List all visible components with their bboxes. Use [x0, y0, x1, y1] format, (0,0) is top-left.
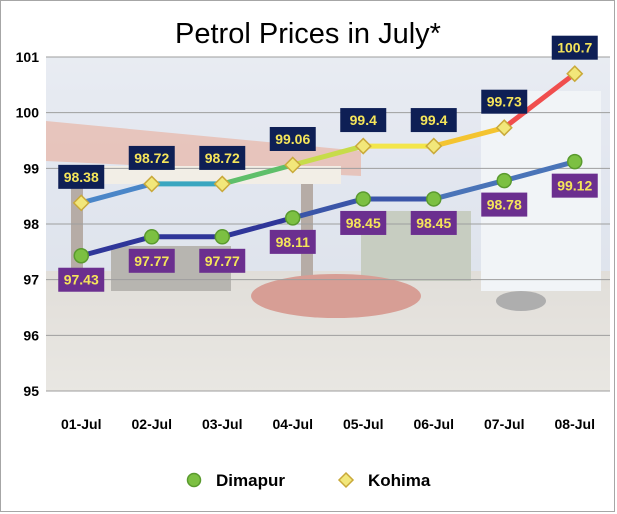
- data-label-box: [340, 108, 387, 133]
- data-label-box: [128, 248, 175, 273]
- data-label-kohima: 99.4: [350, 112, 377, 128]
- x-axis: 01-Jul 02-Jul 03-Jul 04-Jul 05-Jul 06-Jul 07-J…: [61, 416, 595, 432]
- point-kohima: [425, 137, 443, 155]
- data-label-kohima: 98.38: [64, 169, 99, 185]
- series-line-segment-kohima: [501, 71, 578, 131]
- legend: Dimapur Kohima: [175, 471, 431, 490]
- point-kohima: [495, 119, 513, 137]
- x-tick-label: 01-Jul: [61, 416, 101, 432]
- series-markers: [72, 65, 584, 264]
- point-kohima: [213, 175, 231, 193]
- data-label-dimapur: 98.11: [276, 234, 310, 250]
- series-line-segment-dimapur: [290, 196, 366, 221]
- point-dimapur: [214, 229, 230, 245]
- x-tick-label: 08-Jul: [555, 416, 595, 432]
- series-line-segment-kohima: [219, 162, 296, 187]
- x-tick-label: 06-Jul: [414, 416, 454, 432]
- legend-label-dimapur: Dimapur: [216, 471, 285, 490]
- series-line-segment-kohima: [78, 181, 155, 206]
- y-axis: 95 96 97 98 99 100 101: [16, 49, 40, 399]
- x-tick-label: 05-Jul: [343, 416, 383, 432]
- data-label-box: [269, 229, 316, 254]
- data-label-dimapur: 98.45: [416, 215, 451, 231]
- series-line-segment-dimapur: [501, 159, 578, 184]
- series-line-segment-dimapur: [78, 234, 155, 259]
- data-label-box: [199, 145, 246, 170]
- series-lines: [78, 71, 578, 259]
- data-label-dimapur: 99.12: [557, 178, 592, 194]
- series-line-segment-dimapur: [431, 178, 507, 202]
- point-dimapur: [73, 247, 89, 264]
- chart-title: Petrol Prices in July*: [175, 18, 441, 50]
- data-label-dimapur: 97.77: [134, 253, 169, 269]
- y-tick-label: 97: [23, 272, 39, 288]
- point-kohima: [284, 156, 302, 174]
- point-dimapur: [567, 153, 583, 170]
- x-tick-label: 04-Jul: [273, 416, 313, 432]
- y-tick-label: 96: [23, 327, 39, 343]
- point-kohima: [72, 194, 90, 212]
- series-line-segment-kohima: [431, 125, 507, 149]
- data-label-dimapur: 97.77: [205, 253, 240, 269]
- data-label-box: [58, 164, 105, 189]
- data-label-kohima: 99.73: [487, 94, 522, 110]
- y-tick-label: 101: [16, 49, 40, 65]
- x-tick-label: 02-Jul: [132, 416, 172, 432]
- point-dimapur: [426, 191, 442, 207]
- data-label-kohima: 98.72: [205, 150, 240, 166]
- legend-marker: [337, 471, 355, 489]
- data-label-box: [269, 126, 316, 151]
- legend-label-kohima: Kohima: [368, 471, 431, 490]
- point-kohima: [143, 175, 161, 193]
- data-label-kohima: 99.4: [420, 112, 447, 128]
- x-tick-label: 07-Jul: [484, 416, 524, 432]
- x-tick-label: 03-Jul: [202, 416, 242, 432]
- data-label-dimapur: 97.43: [64, 272, 99, 288]
- data-label-box: [410, 108, 457, 133]
- y-tick-label: 95: [23, 383, 39, 399]
- data-label-box: [128, 145, 175, 170]
- y-tick-label: 98: [23, 216, 39, 232]
- y-tick-label: 100: [16, 105, 40, 121]
- series-line-segment-dimapur: [219, 215, 296, 240]
- point-dimapur: [355, 191, 371, 207]
- data-label-kohima: 100.7: [557, 40, 592, 56]
- legend-marker: [186, 472, 202, 488]
- y-tick-label: 99: [23, 160, 39, 176]
- data-label-box: [340, 210, 387, 235]
- data-label-kohima: 99.06: [275, 131, 310, 147]
- data-label-box: [410, 210, 457, 235]
- data-labels: 97.43 97.77 97.77 98.11 98.45 98.45 98.78 99.12…: [58, 35, 598, 292]
- point-dimapur: [496, 172, 512, 189]
- data-label-box: [551, 173, 598, 198]
- point-kohima: [566, 65, 584, 83]
- data-label-box: [199, 248, 246, 273]
- data-label-box: [481, 89, 528, 114]
- series-line-segment-kohima: [290, 143, 366, 168]
- data-label-box: [58, 267, 105, 292]
- point-kohima: [354, 137, 372, 155]
- data-label-box: [481, 192, 528, 217]
- data-label-box: [551, 35, 598, 60]
- point-dimapur: [285, 210, 301, 226]
- point-dimapur: [144, 229, 160, 245]
- data-label-kohima: 98.72: [134, 150, 169, 166]
- data-label-dimapur: 98.45: [346, 215, 381, 231]
- data-label-dimapur: 98.78: [487, 197, 522, 213]
